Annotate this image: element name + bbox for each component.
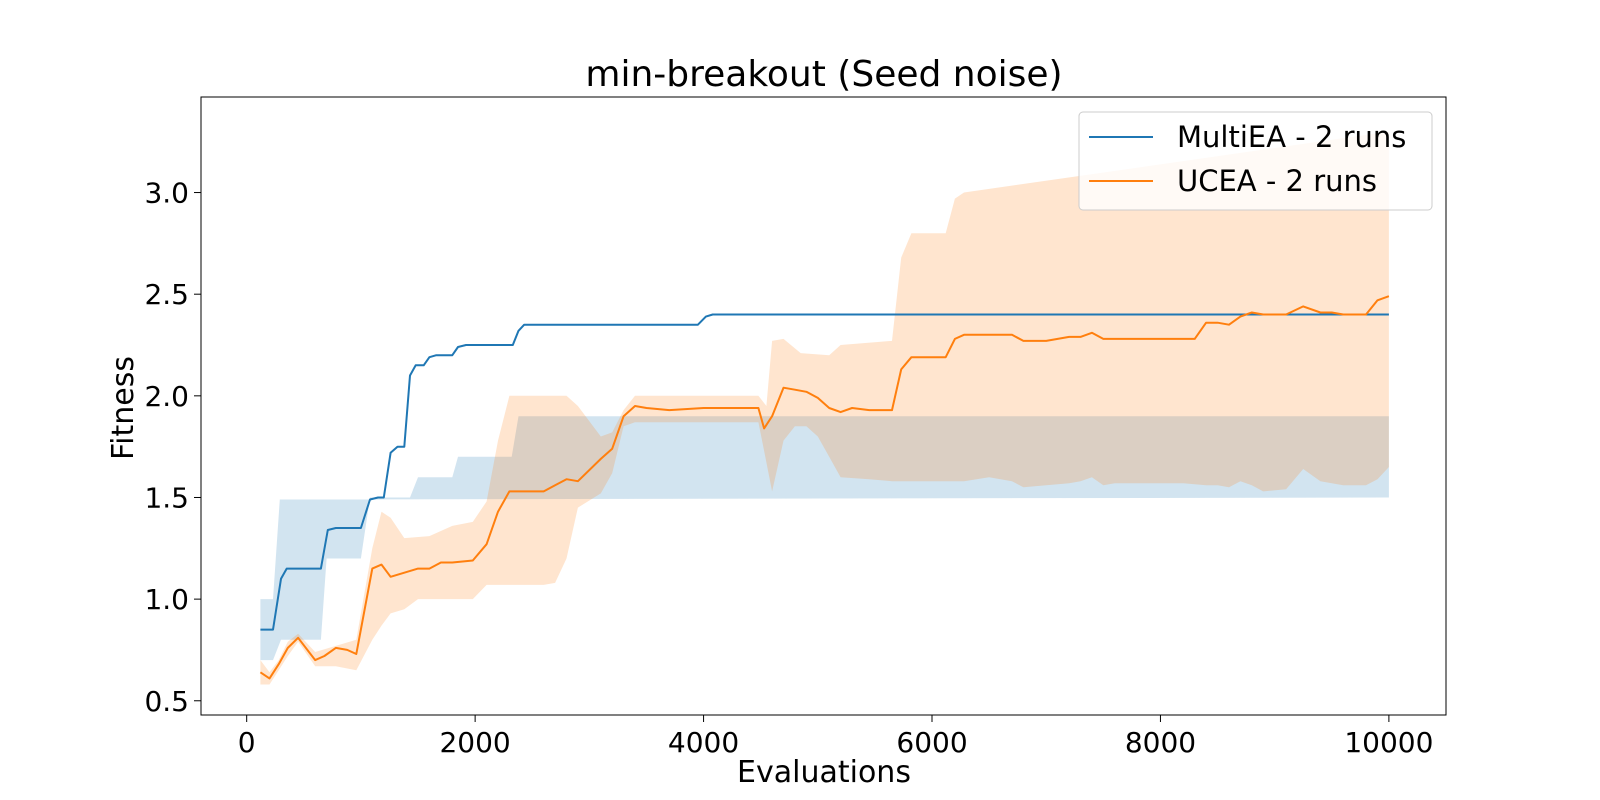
y-axis-label: Fitness bbox=[106, 356, 141, 460]
y-tick-label: 2.5 bbox=[144, 278, 189, 311]
x-tick-label: 2000 bbox=[439, 726, 510, 759]
x-tick-label: 10000 bbox=[1344, 726, 1433, 759]
legend-box bbox=[1078, 111, 1433, 211]
line-ucea bbox=[259, 295, 1390, 680]
legend-label-multiea: MultiEA - 2 runs bbox=[1177, 120, 1406, 154]
x-tick-label: 6000 bbox=[896, 726, 967, 759]
x-tick-label: 0 bbox=[238, 726, 256, 759]
x-tick-label: 8000 bbox=[1125, 726, 1196, 759]
x-axis-label: Evaluations bbox=[737, 755, 911, 790]
chart-title: min-breakout (Seed noise) bbox=[585, 54, 1062, 95]
y-tick-label: 3.0 bbox=[144, 177, 189, 210]
series-lines bbox=[259, 295, 1390, 680]
confidence-bands bbox=[260, 131, 1389, 685]
x-tick-label: 4000 bbox=[668, 726, 739, 759]
y-tick-label: 1.0 bbox=[144, 583, 189, 616]
y-axis-ticks: 0.5 1.0 1.5 2.0 2.5 3.0 bbox=[144, 177, 201, 718]
plot-frame bbox=[200, 96, 1447, 716]
y-tick-label: 2.0 bbox=[144, 380, 189, 413]
y-tick-label: 1.5 bbox=[144, 481, 189, 514]
x-axis-ticks: 0 2000 4000 6000 8000 10000 bbox=[238, 715, 1433, 759]
legend-label-ucea: UCEA - 2 runs bbox=[1177, 164, 1377, 198]
legend: MultiEA - 2 runs UCEA - 2 runs bbox=[1078, 111, 1433, 211]
line-multiea bbox=[260, 313, 1389, 631]
band-multiea bbox=[260, 416, 1389, 661]
band-ucea bbox=[260, 131, 1389, 685]
y-tick-label: 0.5 bbox=[144, 685, 189, 718]
